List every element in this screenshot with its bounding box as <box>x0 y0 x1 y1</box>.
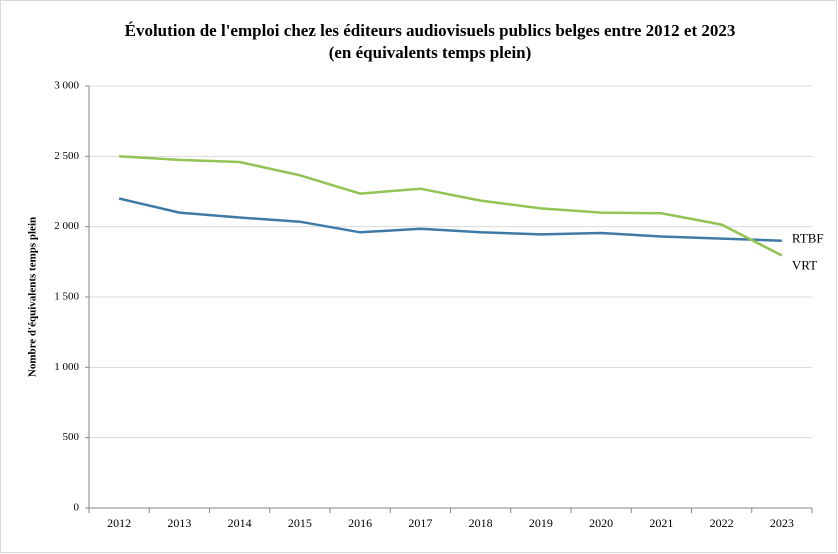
y-tick-label: 500 <box>63 431 80 443</box>
x-tick-label: 2019 <box>529 516 553 530</box>
series-line <box>119 155 783 257</box>
x-tick-label: 2014 <box>228 516 252 530</box>
y-tick-label: 2 500 <box>54 150 79 162</box>
x-tick-label: 2017 <box>408 516 432 530</box>
y-tick-label: 2 000 <box>54 220 79 232</box>
y-axis-title: Nombre d'équivalents temps plein <box>27 217 39 377</box>
series-label: RTBF <box>792 231 824 246</box>
y-tick-label: 3 000 <box>54 80 79 92</box>
chart-subtitle: (en équivalents temps plein) <box>329 43 532 62</box>
series-line <box>118 197 782 242</box>
x-tick-label: 2013 <box>167 516 191 530</box>
x-tick-label: 2012 <box>107 516 131 530</box>
x-tick-label: 2016 <box>348 516 372 530</box>
x-tick-label: 2018 <box>469 516 493 530</box>
x-tick-label: 2021 <box>649 516 673 530</box>
series-label: VRT <box>792 257 817 272</box>
x-tick-label: 2023 <box>770 516 794 530</box>
y-tick-label: 0 <box>74 502 80 514</box>
x-tick-label: 2015 <box>288 516 312 530</box>
x-tick-label: 2020 <box>589 516 613 530</box>
y-tick-label: 1 500 <box>54 291 79 303</box>
y-tick-label: 1 000 <box>54 361 79 373</box>
chart-title: Évolution de l'emploi chez les éditeurs … <box>125 21 736 40</box>
x-tick-label: 2022 <box>710 516 734 530</box>
